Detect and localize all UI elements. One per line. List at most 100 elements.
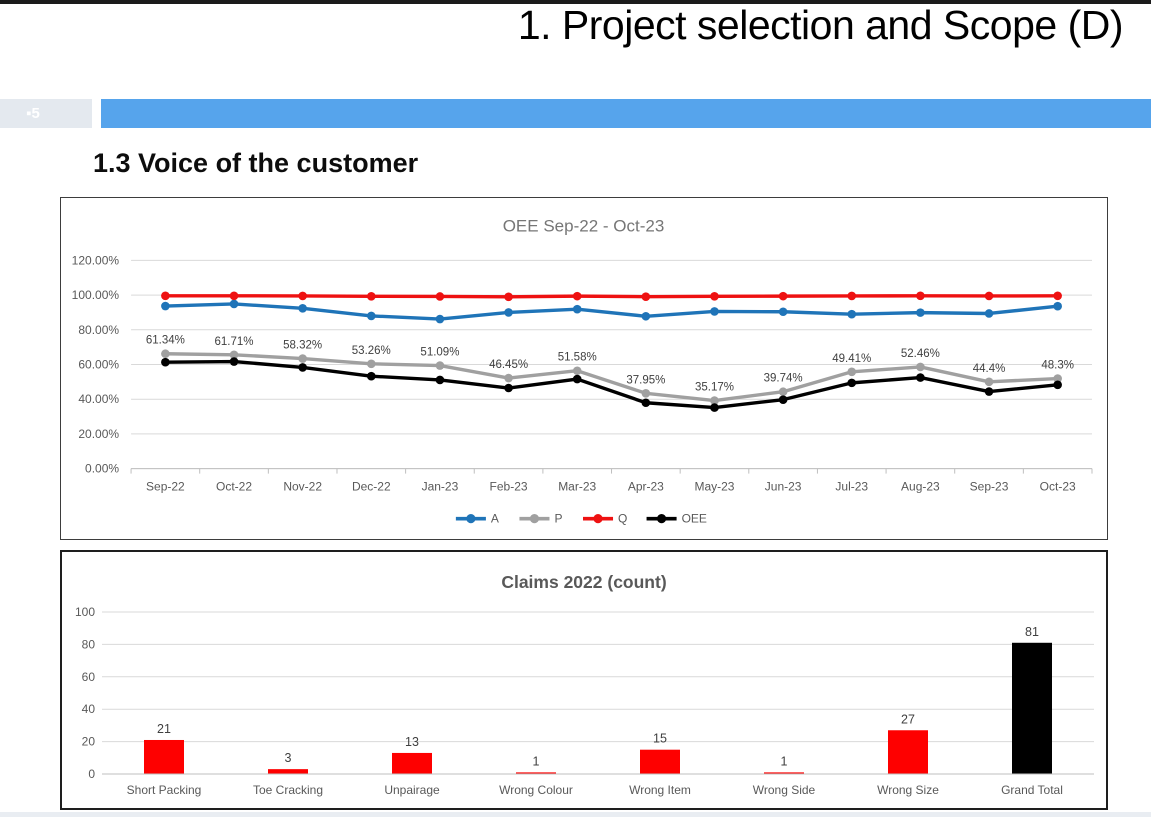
y-tick-label: 120.00% — [72, 253, 120, 267]
x-category-label: Feb-23 — [490, 480, 528, 494]
series-OEE-point — [298, 363, 307, 372]
series-Q-point — [161, 291, 170, 301]
oee-chart-frame: OEE Sep-22 - Oct-23 0.00% 20.00% 40.00% 60.0… — [60, 197, 1108, 540]
series-P-point — [984, 377, 994, 387]
legend-A-label: A — [491, 512, 499, 526]
series-A-point — [161, 301, 170, 311]
oee-chart-title: OEE Sep-22 - Oct-23 — [503, 216, 665, 235]
x-category-label: Jul-23 — [835, 480, 868, 494]
x-category-label: Apr-23 — [628, 480, 664, 494]
y-tick-label: 40.00% — [78, 392, 119, 406]
series-Q-point — [298, 291, 307, 301]
series-P-point — [572, 366, 582, 376]
series-Q-point — [847, 291, 857, 301]
data-label: 61.71% — [215, 336, 254, 348]
x-category-label: Dec-22 — [352, 480, 391, 494]
legend-OEE-dot — [656, 514, 667, 524]
x-category-label: Toe Cracking — [253, 783, 323, 797]
series-OEE-point — [847, 378, 857, 388]
bar-wrong-size — [888, 730, 928, 774]
series-OEE-point — [710, 403, 719, 412]
data-label: 44.4% — [973, 363, 1006, 375]
section-heading: 1.3 Voice of the customer — [93, 148, 419, 178]
series-OEE-point — [435, 375, 445, 385]
y-tick-label: 80.00% — [78, 323, 119, 337]
series-P-point — [641, 388, 651, 398]
y-tick-label: 40 — [82, 702, 96, 716]
x-category-label: Oct-23 — [1040, 480, 1076, 494]
series-P-point — [778, 387, 788, 397]
slide-number-badge: ▪5 — [0, 99, 92, 128]
accent-bar — [101, 99, 1151, 128]
series-OEE-point — [572, 374, 582, 384]
series-OEE-point — [229, 357, 239, 366]
series-P-point — [366, 359, 376, 369]
series-A-point — [778, 307, 788, 317]
series-A-point — [298, 303, 307, 313]
y-tick-label: 60.00% — [78, 358, 119, 372]
series-A-point — [572, 304, 582, 314]
series-A-point — [916, 308, 925, 317]
series-A-point — [641, 311, 651, 321]
x-category-label: Unpairage — [384, 783, 440, 797]
series-Q-point — [229, 291, 239, 301]
data-label: 35.17% — [695, 382, 734, 394]
series-OEE-point — [366, 371, 376, 381]
series-OEE-point — [778, 395, 788, 404]
bar-wrong-item — [640, 749, 680, 774]
series-OEE-point — [641, 398, 651, 408]
series-Q-point — [504, 292, 513, 302]
x-category-label: Sep-23 — [970, 480, 1009, 494]
legend-OEE-label: OEE — [682, 512, 707, 526]
series-Q-point — [710, 292, 719, 301]
bar-value-label: 81 — [1025, 625, 1039, 639]
x-category-label: Nov-22 — [283, 480, 322, 494]
series-P-line — [165, 352, 1058, 403]
legend-P-label: P — [554, 512, 562, 526]
bar-value-label: 13 — [405, 735, 419, 749]
bar-value-label: 1 — [781, 754, 788, 768]
series-OEE-point — [1053, 380, 1062, 390]
series-P-point — [504, 373, 513, 383]
series-A-point — [229, 299, 239, 309]
bar-short-packing — [144, 739, 184, 774]
x-category-label: Aug-23 — [901, 480, 940, 494]
data-label: 39.74% — [764, 373, 803, 385]
series-Q-point — [572, 291, 582, 301]
series-P-point — [1053, 374, 1062, 383]
series-OEE-line — [165, 359, 1058, 410]
bar-value-label: 15 — [653, 732, 667, 746]
series-A-point — [710, 307, 719, 316]
x-category-label: Jun-23 — [765, 480, 802, 494]
y-tick-label: 0.00% — [85, 462, 119, 476]
y-tick-label: 20.00% — [78, 427, 119, 441]
x-category-label: Mar-23 — [558, 480, 596, 494]
series-OEE-point — [504, 383, 513, 393]
y-tick-label: 80 — [82, 637, 96, 651]
bar-value-label: 21 — [157, 722, 171, 736]
series-Q-point — [366, 292, 376, 301]
series-Q-point — [1053, 291, 1062, 301]
x-category-label: Grand Total — [1001, 783, 1063, 797]
series-P-point — [161, 349, 170, 359]
series-Q-point — [435, 292, 445, 301]
y-tick-label: 100.00% — [72, 288, 120, 302]
x-category-label: Wrong Item — [629, 783, 691, 797]
series-A-point — [847, 309, 857, 319]
x-category-label: Sep-22 — [146, 480, 185, 494]
series-P-point — [435, 361, 445, 370]
legend-A-dot — [466, 514, 476, 524]
bar-value-label: 1 — [533, 754, 540, 768]
x-category-label: May-23 — [694, 480, 734, 494]
series-P-point — [710, 396, 719, 405]
data-label: 37.95% — [626, 374, 665, 386]
data-label: 49.41% — [832, 353, 871, 365]
y-tick-label: 20 — [82, 735, 96, 749]
data-label: 51.58% — [558, 352, 597, 364]
x-category-label: Wrong Colour — [499, 783, 573, 797]
x-category-label: Jan-23 — [422, 480, 459, 494]
claims-chart-title: Claims 2022 (count) — [501, 572, 666, 592]
series-Q-point — [984, 291, 994, 301]
series-A-point — [1053, 301, 1062, 311]
series-A-point — [366, 311, 376, 321]
